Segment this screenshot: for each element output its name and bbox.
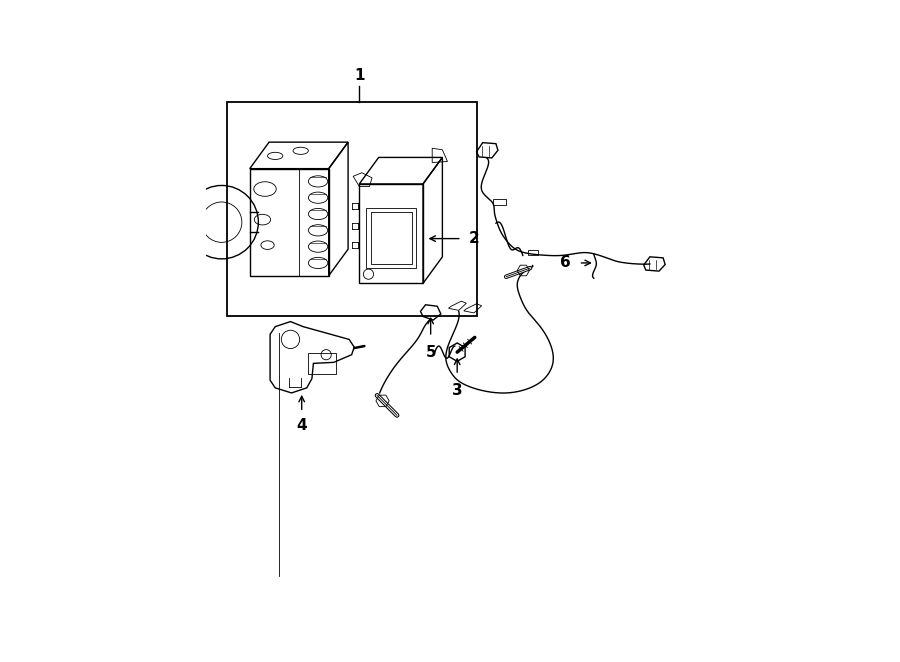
Text: 1: 1 [354, 68, 364, 83]
Bar [527, 250, 537, 256]
Text: 6: 6 [560, 256, 571, 271]
Bar [366, 209, 416, 268]
Text: 2: 2 [469, 231, 480, 246]
Text: 3: 3 [452, 383, 463, 398]
Bar [371, 213, 412, 264]
Bar [309, 353, 337, 373]
Bar [249, 169, 328, 275]
Bar [359, 184, 423, 283]
Bar [493, 199, 506, 205]
Text: 5: 5 [426, 344, 436, 359]
Text: 4: 4 [296, 418, 307, 434]
Bar [227, 103, 476, 316]
